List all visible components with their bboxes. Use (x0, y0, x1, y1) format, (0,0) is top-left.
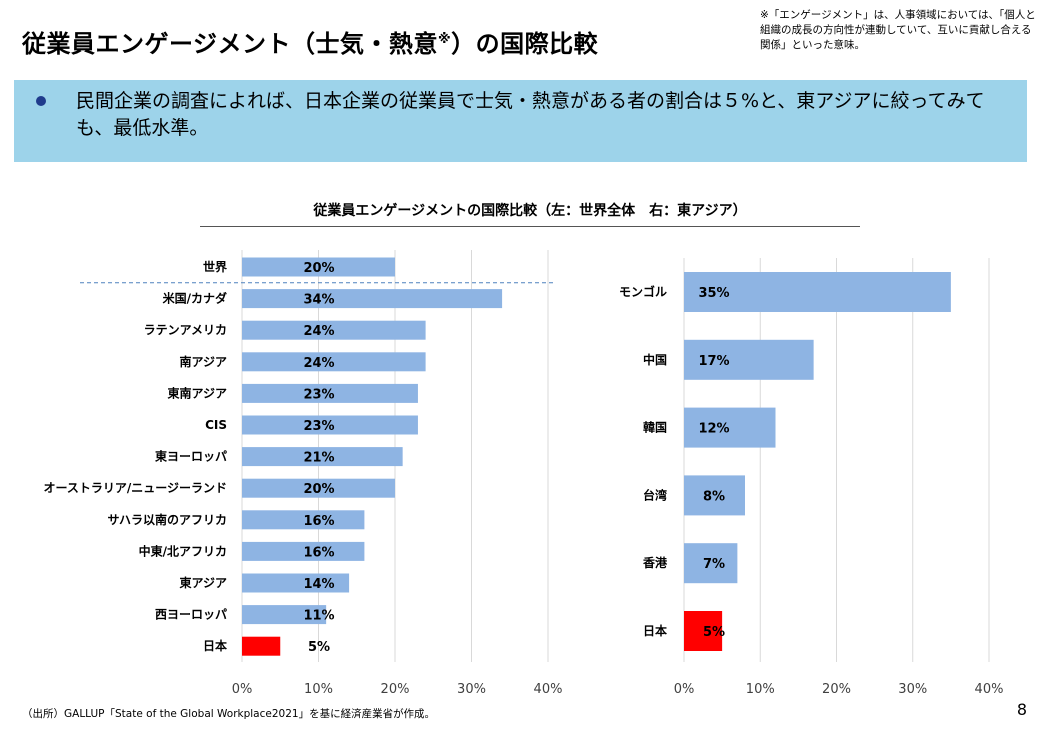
category-label: 東アジア (179, 575, 227, 590)
source-note: （出所）GALLUP「State of the Global Workplace… (22, 708, 436, 720)
data-label: 8% (703, 489, 725, 504)
bullet-icon (36, 96, 46, 106)
tick-label: 30% (457, 682, 486, 697)
category-label: 世界 (203, 259, 227, 274)
title-tail: ）の国際比較 (451, 30, 599, 58)
bar (242, 541, 365, 561)
data-label: 21% (303, 451, 334, 466)
chart-title: 従業員エンゲージメントの国際比較（左：世界全体 右：東アジア） (200, 200, 860, 227)
category-label: ラテンアメリカ (144, 323, 227, 337)
title-asterisk: ※ (438, 32, 452, 47)
bar (242, 352, 426, 372)
category-label: モンゴル (619, 284, 667, 299)
bar (242, 605, 327, 625)
tick-label: 30% (898, 682, 927, 697)
bar (684, 543, 738, 584)
data-label: 35% (698, 286, 729, 301)
category-label: 香港 (642, 555, 668, 570)
category-label: 米国/カナダ (163, 291, 227, 306)
data-label: 24% (303, 356, 334, 371)
data-label: 20% (303, 482, 334, 497)
category-label: 中東/北アフリカ (139, 543, 227, 558)
category-label: 南アジア (179, 354, 227, 369)
category-label: オーストラリア/ニュージーランド (43, 481, 227, 495)
tick-label: 40% (975, 682, 1004, 697)
definition-note: ※「エンゲージメント」は、人事領域においては、「個人と組織の成長の方向性が連動し… (760, 9, 1036, 51)
page-title: 従業員エンゲージメント（士気・熱意※）の国際比較 (22, 24, 598, 59)
tick-label: 20% (822, 682, 851, 697)
tick-label: 10% (746, 682, 775, 697)
data-label: 5% (308, 640, 330, 655)
data-label: 24% (303, 324, 334, 339)
bar (242, 447, 403, 467)
category-label: 韓国 (643, 420, 667, 435)
bar (242, 289, 503, 309)
bar (684, 272, 951, 312)
data-label: 12% (698, 422, 729, 437)
summary-banner: 民間企業の調査によれば、日本企業の従業員で士気・熱意がある者の割合は５%と、東ア… (14, 80, 1027, 162)
tick-label: 40% (534, 682, 563, 697)
tick-label: 0% (232, 682, 253, 697)
data-label: 23% (303, 387, 334, 402)
bar (242, 320, 426, 340)
category-label: 西ヨーロッパ (155, 608, 227, 622)
data-label: 34% (303, 293, 334, 308)
bar (242, 573, 350, 593)
title-main: 従業員エンゲージメント（士気・熱意 (22, 30, 439, 58)
bar (684, 475, 745, 516)
data-label: 16% (303, 514, 334, 529)
tick-label: 20% (381, 682, 410, 697)
bar (684, 407, 776, 448)
category-label: 日本 (643, 623, 667, 638)
data-label: 5% (703, 625, 725, 640)
data-label: 11% (303, 609, 334, 624)
category-label: サハラ以南のアフリカ (107, 512, 227, 527)
tick-label: 0% (674, 682, 695, 697)
category-label: 中国 (643, 352, 667, 367)
bar (684, 611, 723, 651)
data-label: 23% (303, 419, 334, 434)
category-label: 日本 (203, 638, 227, 653)
category-label: 東南アジア (167, 385, 227, 400)
summary-text: 民間企業の調査によれば、日本企業の従業員で士気・熱意がある者の割合は５%と、東ア… (76, 90, 985, 139)
data-label: 7% (703, 557, 725, 572)
category-label: 東ヨーロッパ (155, 449, 227, 464)
bar (242, 478, 395, 498)
data-label: 16% (303, 545, 334, 560)
bar (242, 510, 365, 530)
bar (242, 257, 395, 277)
bar (242, 415, 418, 435)
data-label: 20% (303, 261, 334, 276)
page-number: 8 (1016, 700, 1027, 719)
category-label: CIS (205, 418, 227, 432)
tick-label: 10% (304, 682, 333, 697)
category-label: 台湾 (643, 487, 667, 502)
bar (684, 339, 814, 380)
bar (242, 383, 418, 403)
data-label: 14% (303, 577, 334, 592)
bar (242, 636, 281, 656)
data-label: 17% (698, 354, 729, 369)
